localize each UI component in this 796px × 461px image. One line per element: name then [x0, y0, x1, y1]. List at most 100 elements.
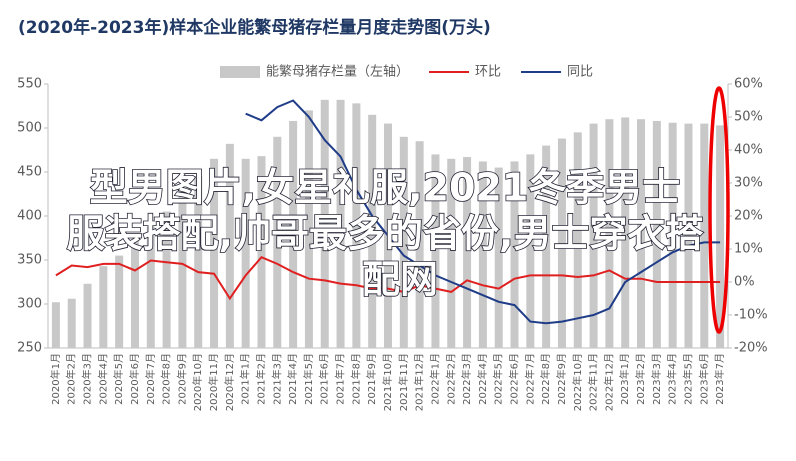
y2-tick-label: 60% — [734, 77, 763, 92]
x-tick-label: 2022年12月 — [602, 353, 615, 411]
bar — [99, 266, 108, 348]
x-tick-label: 2021年9月 — [365, 353, 378, 405]
x-tick-label: 2023年6月 — [697, 353, 710, 405]
bar — [304, 110, 313, 349]
bar — [684, 123, 693, 348]
bar — [115, 255, 124, 348]
bar — [605, 119, 614, 348]
x-tick-label: 2022年5月 — [492, 353, 505, 405]
x-tick-label: 2020年2月 — [65, 353, 78, 405]
y-tick-label: 500 — [17, 121, 42, 136]
x-tick-label: 2022年3月 — [460, 353, 473, 405]
bar — [589, 123, 598, 348]
x-tick-label: 2020年5月 — [112, 353, 125, 405]
bar — [67, 298, 76, 348]
x-tick-label: 2020年8月 — [160, 353, 173, 405]
bar — [210, 158, 219, 348]
x-tick-label: 2023年3月 — [650, 353, 663, 405]
x-tick-label: 2020年9月 — [175, 353, 188, 405]
x-tick-label: 2023年7月 — [713, 353, 726, 405]
bar — [399, 136, 408, 348]
bar — [51, 302, 60, 348]
y2-tick-label: -20% — [734, 341, 768, 356]
x-tick-label: 2021年11月 — [397, 353, 410, 411]
x-tick-label: 2020年10月 — [191, 353, 204, 411]
overlay-text: 服装搭配,帅哥最多的省份,男士穿衣搭 — [67, 212, 704, 256]
x-tick-label: 2021年4月 — [286, 353, 299, 405]
x-tick-label: 2021年6月 — [318, 353, 331, 405]
bar — [415, 141, 424, 348]
line — [245, 99, 721, 325]
y2-tick-label: 0% — [734, 275, 755, 290]
y2-tick-label: 50% — [734, 110, 763, 125]
y-tick-label: 350 — [17, 253, 42, 268]
bar — [573, 132, 582, 348]
x-tick-label: 2020年7月 — [144, 353, 157, 405]
x-tick-label: 2022年8月 — [539, 353, 552, 405]
bar — [542, 145, 551, 348]
legend-label: 能繁母猪存栏量（左轴） — [266, 64, 409, 80]
bar — [621, 117, 630, 348]
highlight-ellipse — [708, 86, 730, 334]
x-tick-label: 2020年1月 — [49, 353, 62, 405]
bar — [225, 143, 234, 348]
bar — [83, 283, 92, 348]
plot: 250 300 350 400 450 500 550 -20% -10% 0% 10% 20% 30%… — [17, 64, 767, 412]
overlay-text: 型男图片,女星礼服,2021冬季男士 — [90, 166, 681, 210]
y2-tick-label: -10% — [734, 308, 768, 323]
x-tick-label: 2022年7月 — [523, 353, 536, 405]
x-tick-label: 2020年12月 — [223, 353, 236, 411]
bar — [241, 158, 250, 348]
bar — [289, 120, 298, 349]
bar — [162, 211, 171, 348]
x-tick-label: 2023年5月 — [681, 353, 694, 405]
x-tick-label: 2021年10月 — [381, 353, 394, 411]
x-tick-label: 2021年3月 — [270, 353, 283, 405]
x-tick-label: 2022年9月 — [555, 353, 568, 405]
x-tick-label: 2020年6月 — [128, 353, 141, 405]
bar — [637, 119, 646, 348]
bar — [194, 176, 203, 348]
bar — [700, 123, 709, 348]
x-tick-label: 2021年8月 — [349, 353, 362, 405]
x-tick-label: 2023年1月 — [618, 353, 631, 405]
legend-swatch — [220, 66, 260, 78]
chart-title: (2020年-2023年)样本企业能繁母猪存栏量月度走势图(万头) — [18, 17, 491, 38]
x-tick-label: 2022年10月 — [571, 353, 584, 411]
x-tick-label: 2021年1月 — [239, 353, 252, 405]
x-tick-label: 2021年12月 — [413, 353, 426, 411]
bar — [178, 194, 187, 348]
y-tick-label: 400 — [17, 209, 42, 224]
bar — [273, 136, 282, 348]
x-tick-label: 2022年6月 — [508, 353, 521, 405]
x-tick-label: 2022年1月 — [428, 353, 441, 405]
legend-label: 环比 — [475, 65, 501, 80]
x-tick-label: 2020年11月 — [207, 353, 220, 411]
y2-tick-label: 10% — [734, 242, 763, 257]
bar — [431, 154, 440, 348]
y-tick-label: 550 — [17, 77, 42, 92]
y2-tick-label: 20% — [734, 209, 763, 224]
y-tick-label: 250 — [17, 341, 42, 356]
x-tick-label: 2020年3月 — [81, 353, 94, 405]
x-tick-label: 2021年5月 — [302, 353, 315, 405]
x-tick-label: 2022年4月 — [476, 353, 489, 405]
x-tick-label: 2023年2月 — [634, 353, 647, 405]
y-tick-label: 300 — [17, 297, 42, 312]
x-tick-label: 2020年4月 — [96, 353, 109, 405]
y-tick-label: 450 — [17, 165, 42, 180]
legend-label: 同比 — [567, 65, 593, 80]
bar — [320, 99, 329, 348]
x-tick-label: 2022年11月 — [587, 353, 600, 411]
bar — [478, 161, 487, 348]
bar — [652, 120, 661, 349]
bar — [146, 226, 155, 348]
bar — [463, 157, 472, 348]
bar — [526, 154, 535, 348]
x-tick-label: 2021年2月 — [254, 353, 267, 405]
bar — [447, 158, 456, 348]
bar — [557, 138, 566, 348]
line — [55, 256, 721, 301]
